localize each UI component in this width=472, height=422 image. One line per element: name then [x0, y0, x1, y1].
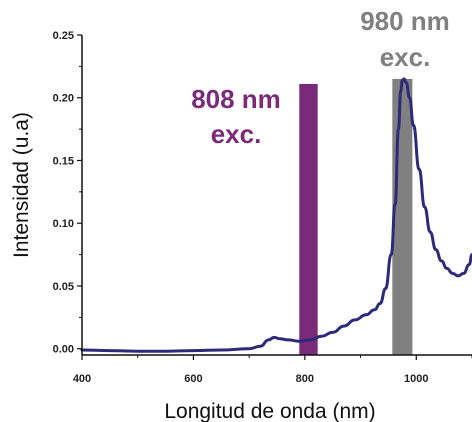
excitation-bands — [299, 78, 413, 356]
band-808-label-line1: 808 nm — [191, 84, 281, 114]
spectrum-series — [80, 77, 472, 353]
y-axis-title: Intensidad (u.a) — [10, 112, 33, 258]
y-tick-label: 0.20 — [53, 93, 74, 105]
x-tick-label: 800 — [296, 373, 314, 385]
band-980-bar — [392, 78, 413, 355]
x-tick-label: 600 — [184, 373, 202, 385]
y-tick-label: 0.05 — [53, 281, 74, 293]
spectrum-line — [80, 77, 472, 353]
band-808-bar — [299, 83, 318, 356]
y-axis: 0.00 0.05 0.10 0.15 0.20 0.25 — [53, 30, 83, 356]
x-axis: 400 600 800 1000 — [73, 354, 472, 385]
y-tick-label: 0.10 — [53, 218, 74, 230]
y-tick-label: 0.25 — [53, 30, 74, 42]
band-808-label-line2: exc. — [211, 119, 262, 149]
x-axis-title: Longitud de onda (nm) — [164, 400, 375, 422]
band-980-label-line1: 980 nm — [360, 6, 450, 36]
band-980-label-line2: exc. — [380, 42, 431, 72]
x-tick-label: 400 — [73, 373, 91, 385]
x-tick-label: 1000 — [404, 373, 428, 385]
y-tick-label: 0.00 — [53, 344, 74, 356]
y-tick-label: 0.15 — [53, 155, 74, 167]
